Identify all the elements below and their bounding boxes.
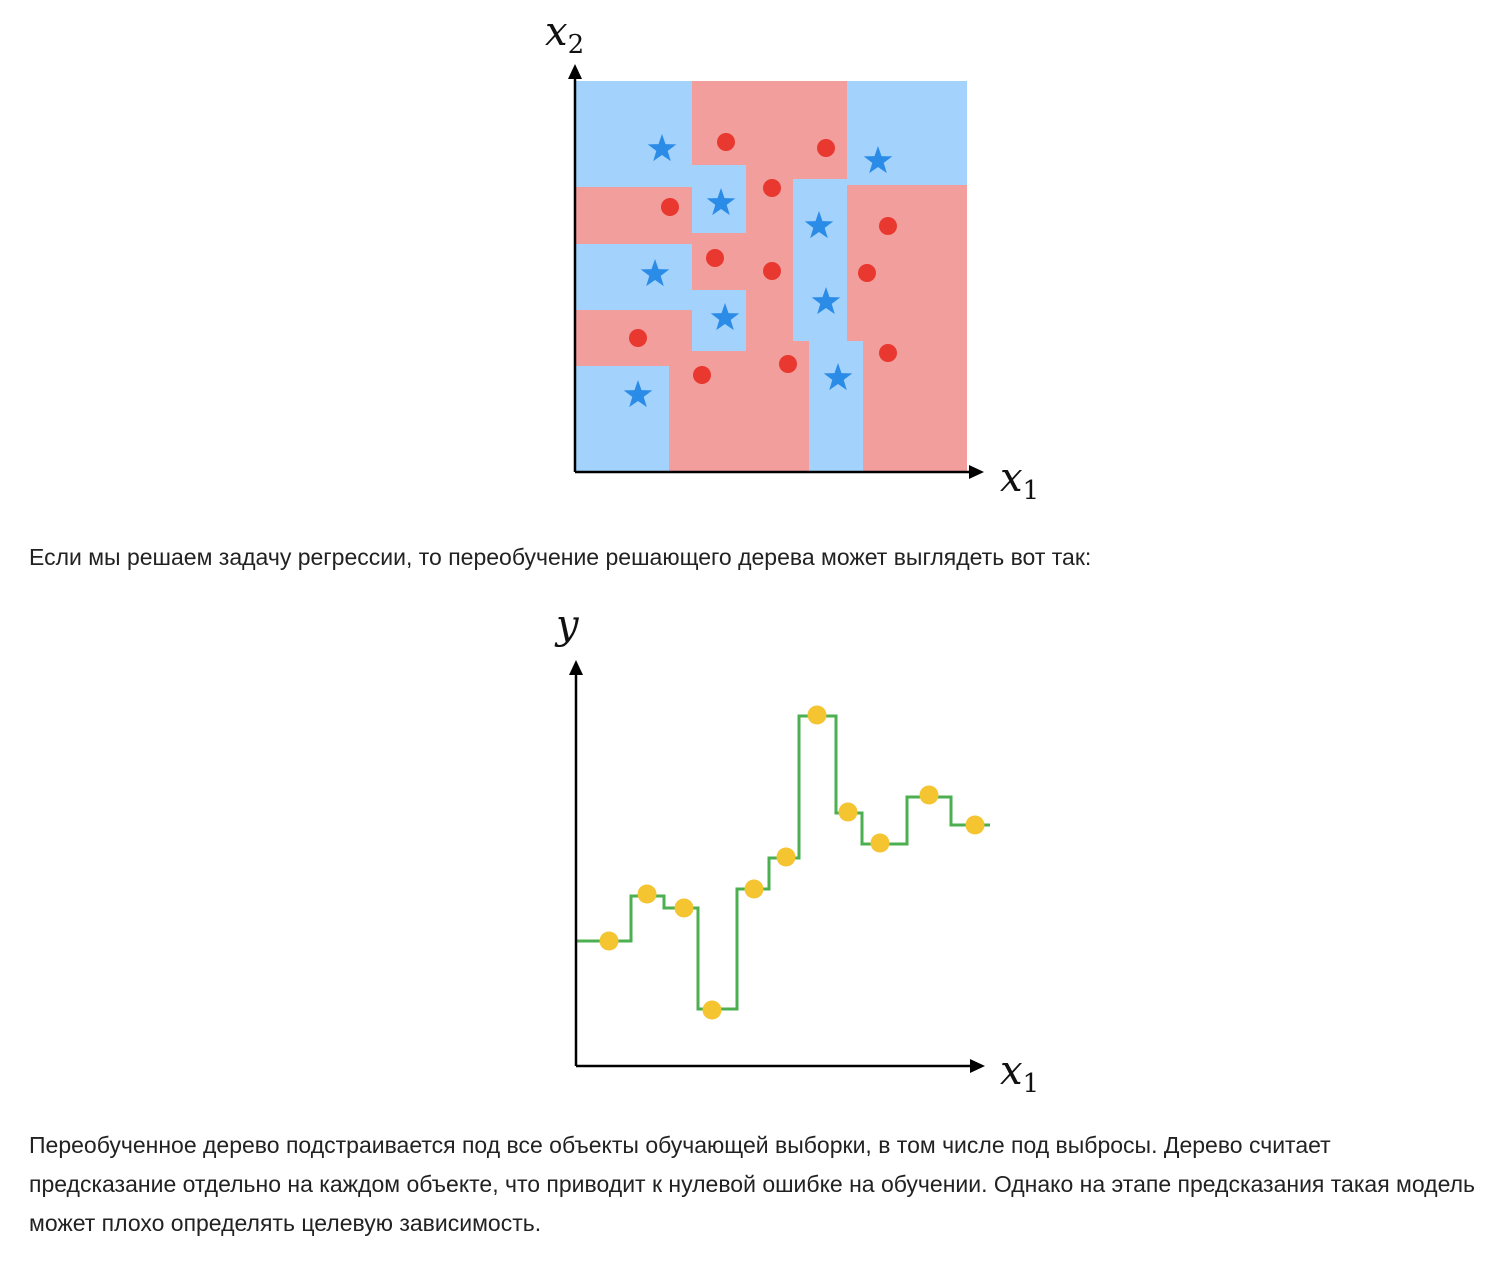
star-points [623,134,893,408]
y-axis-arrow [569,660,583,675]
region-blue [692,290,746,351]
star-icon [647,134,677,162]
dot-icon [717,133,735,151]
region-blue [793,179,847,341]
regression-overfit-diagram: x1 y [554,602,1039,1099]
dot-icon [879,217,897,235]
data-point [838,802,858,822]
star-icon [706,188,736,216]
dot-icon [879,344,897,362]
star-icon [811,287,841,315]
star-icon [710,303,740,331]
y-axis-arrow [568,64,582,79]
region-blue [575,244,692,310]
data-point [674,898,694,918]
data-point [702,1000,722,1020]
data-points [599,705,985,1020]
y-axis-label: x2 [545,10,584,60]
star-icon [640,259,670,287]
star-icon [623,380,653,408]
dot-icon [858,264,876,282]
star-icon [863,146,893,174]
dot-icon [779,355,797,373]
dot-icon [817,139,835,157]
paragraph-regression-intro: Если мы решаем задачу регрессии, то пере… [29,544,1092,570]
star-icon [823,363,853,391]
region-blue [809,341,863,472]
region-blue [847,81,967,185]
data-point [965,815,985,835]
dot-icon [763,262,781,280]
data-point [870,833,890,853]
x-axis-arrow [970,1059,985,1073]
dot-icon [706,249,724,267]
partition-regions [575,81,967,472]
x-axis-label: x1 [1000,455,1039,506]
data-point [599,931,619,951]
data-point [919,785,939,805]
axes [569,660,985,1073]
axes [568,64,984,479]
dot-icon [629,329,647,347]
data-point [744,879,764,899]
classification-overfit-diagram: x1 x2 [545,10,1039,506]
region-blue [575,366,669,472]
dot-points [629,133,897,384]
region-blue [575,81,692,187]
star-icon [804,211,834,239]
y-axis-label: y [554,602,580,648]
dot-icon [661,198,679,216]
x-axis-label: x1 [1000,1048,1039,1099]
data-point [776,847,796,867]
paragraph-overfit-explanation: Переобученное дерево подстраивается под … [29,1132,1476,1236]
data-point [637,884,657,904]
dot-icon [693,366,711,384]
dot-icon [763,179,781,197]
data-point [807,705,827,725]
x-axis-arrow [969,465,984,479]
